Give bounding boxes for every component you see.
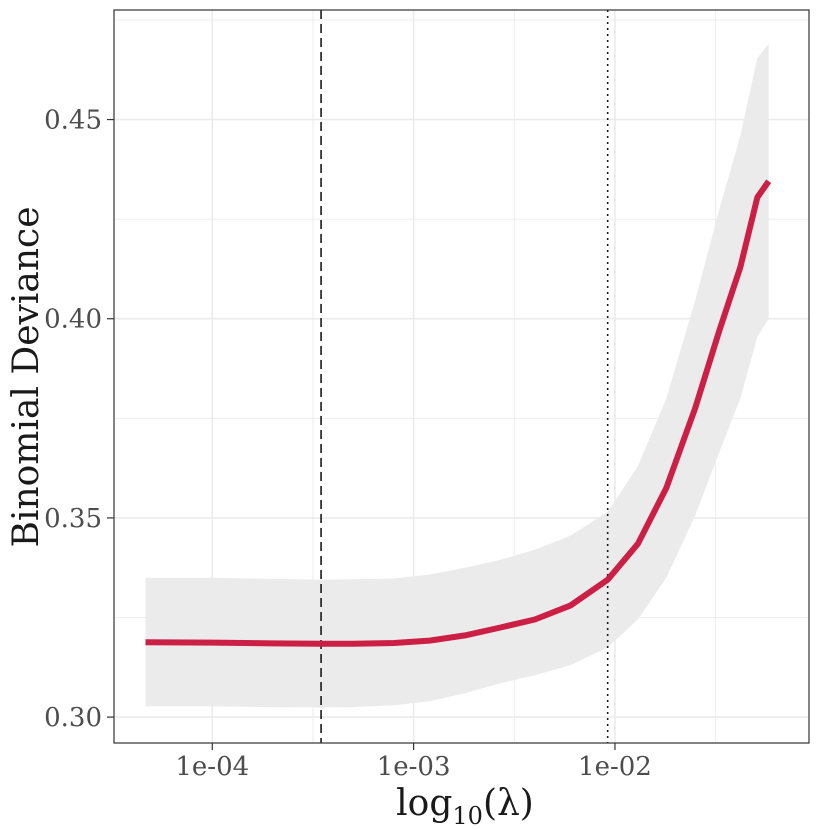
x-tick-label: 1e-02 <box>578 752 652 782</box>
y-tick-label: 0.45 <box>44 106 102 136</box>
y-tick-label: 0.30 <box>44 703 102 733</box>
y-axis-ticks: 0.30 0.35 0.40 0.45 <box>44 106 114 733</box>
x-tick-label: 1e-03 <box>377 752 451 782</box>
x-axis-title: log10(λ) <box>396 783 534 830</box>
y-tick-label: 0.40 <box>44 305 102 335</box>
confidence-band <box>145 43 769 708</box>
x-axis-ticks: 1e-04 1e-03 1e-02 <box>175 743 652 782</box>
y-axis-title: Binomial Deviance <box>6 206 47 547</box>
panel-border <box>113 9 810 744</box>
x-tick-label: 1e-04 <box>175 752 249 782</box>
y-tick-label: 0.35 <box>44 504 102 534</box>
reference-lines <box>320 10 609 743</box>
deviance-curve <box>145 179 772 647</box>
